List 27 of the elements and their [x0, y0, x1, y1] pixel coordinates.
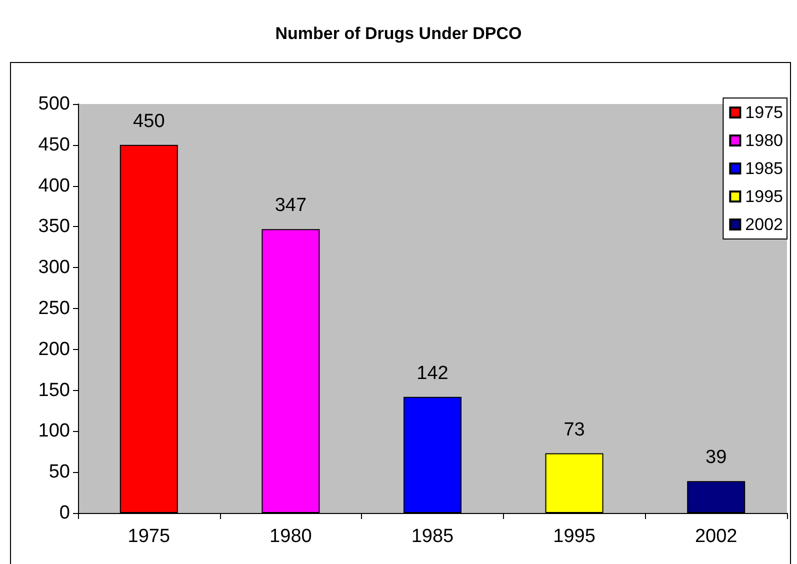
y-tick-label: 400	[38, 175, 70, 196]
y-tick-label: 300	[38, 257, 70, 278]
y-tick-label: 0	[59, 502, 70, 524]
y-tick-label: 100	[38, 420, 70, 442]
x-tick-label: 1985	[411, 526, 454, 547]
data-label: 39	[706, 447, 727, 468]
y-tick-label: 200	[38, 338, 70, 360]
y-tick-label: 150	[38, 380, 70, 401]
x-tick-label: 1975	[128, 526, 170, 547]
chart-title: Number of Drugs Under DPCO	[275, 24, 522, 43]
x-tick-label: 1980	[270, 526, 312, 547]
legend-label: 1975	[745, 103, 784, 122]
legend-label: 1985	[745, 159, 784, 178]
x-tick-label: 2002	[694, 526, 738, 547]
legend-label: 1995	[745, 187, 784, 206]
data-label: 347	[274, 195, 307, 216]
legend-label: 1980	[745, 131, 784, 150]
x-tick-label: 1995	[553, 526, 596, 547]
data-label: 450	[133, 110, 165, 132]
y-tick-label: 50	[48, 462, 70, 483]
y-tick-label: 350	[38, 216, 70, 238]
data-label: 142	[416, 362, 448, 384]
y-tick-label: 450	[38, 134, 70, 156]
data-label: 73	[564, 419, 585, 440]
y-tick-label: 500	[38, 94, 70, 114]
y-tick-label: 250	[38, 298, 70, 319]
legend-label: 2002	[745, 215, 784, 234]
